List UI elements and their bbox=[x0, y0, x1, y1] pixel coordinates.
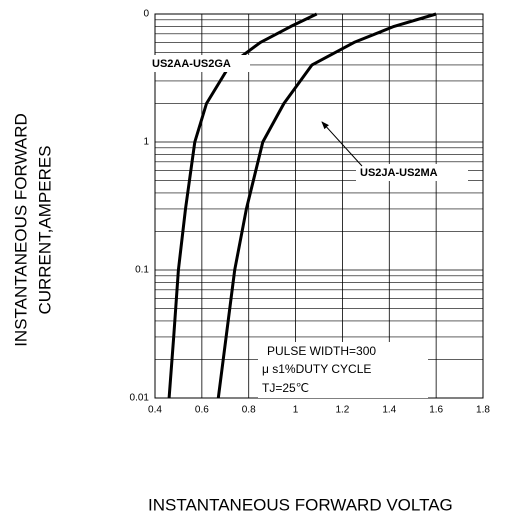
label-bg bbox=[356, 164, 468, 181]
y-axis-label: CURRENT,AMPERES bbox=[35, 145, 54, 314]
y-tick-label: 0.1 bbox=[135, 265, 149, 276]
series-line bbox=[216, 12, 437, 399]
y-tick-label: 0 bbox=[143, 9, 149, 20]
x-tick-label: 1.4 bbox=[382, 405, 396, 416]
x-tick-label: 1.8 bbox=[476, 405, 490, 416]
x-tick-label: 1.2 bbox=[335, 405, 349, 416]
series-label: US2AA-US2GA bbox=[152, 58, 231, 70]
x-tick-label: 1 bbox=[293, 405, 299, 416]
note: TJ=25℃ bbox=[262, 381, 309, 395]
note-box bbox=[258, 342, 428, 398]
x-tick-label: 0.4 bbox=[148, 405, 162, 416]
x-axis-label: INSTANTANEOUS FORWARD VOLTAG bbox=[148, 495, 453, 514]
x-tick-label: 1.6 bbox=[429, 405, 443, 416]
series-label: US2JA-US2MA bbox=[360, 167, 438, 179]
x-tick-label: 0.8 bbox=[242, 405, 256, 416]
note: μ s1%DUTY CYCLE bbox=[262, 362, 371, 376]
label-bg bbox=[150, 55, 250, 72]
y-tick-label: 1 bbox=[143, 137, 149, 148]
y-tick-label: 0.01 bbox=[130, 393, 150, 404]
note: PULSE WIDTH=300 bbox=[267, 344, 376, 358]
y-axis-label: INSTANTANEOUS FORWARD bbox=[11, 113, 30, 347]
x-tick-label: 0.6 bbox=[195, 405, 209, 416]
arrow bbox=[321, 121, 363, 167]
series-line bbox=[167, 12, 318, 399]
